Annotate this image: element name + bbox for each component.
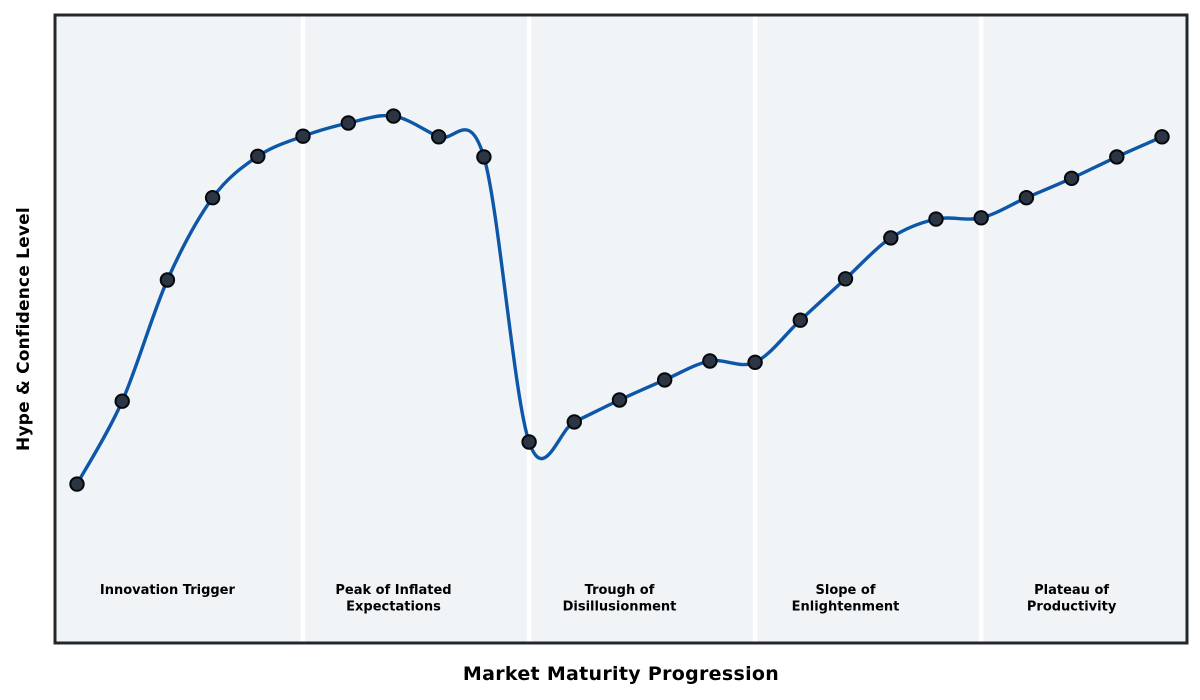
data-point-marker — [657, 372, 673, 388]
plot-background — [55, 15, 1187, 643]
phase-label-line: Plateau of — [1034, 583, 1109, 598]
data-point-marker — [702, 353, 718, 369]
data-point-marker — [883, 230, 899, 246]
phase-label-line: Productivity — [1027, 600, 1117, 615]
data-point-marker — [250, 148, 266, 165]
data-point-marker — [340, 115, 356, 131]
data-point-marker — [1063, 170, 1080, 187]
data-point-marker — [204, 190, 221, 206]
data-point-marker — [69, 476, 85, 492]
phase-separator — [979, 15, 984, 643]
phase-label: Trough of Disillusionment — [563, 583, 677, 615]
data-point-marker — [928, 211, 944, 227]
phase-label-line: Trough of — [585, 583, 655, 598]
phase-label: Innovation Trigger — [100, 583, 236, 598]
phase-label: Peak of Inflated Expectations — [335, 583, 451, 615]
data-point-marker — [747, 354, 763, 370]
data-point-marker — [114, 393, 130, 409]
data-point-marker — [566, 414, 582, 430]
data-point-marker — [159, 272, 176, 288]
phase-separator — [526, 15, 532, 643]
data-point-marker — [1154, 129, 1170, 145]
data-point-marker — [792, 312, 808, 328]
phase-separator — [300, 15, 306, 643]
phase-label: Slope of Enlightenment — [792, 583, 900, 615]
phase-label-line: Expectations — [346, 600, 441, 615]
phase-label-line: Innovation Trigger — [100, 583, 236, 598]
phase-label: Plateau of Productivity — [1027, 583, 1117, 615]
data-point-marker — [431, 129, 447, 145]
phase-label-line: Slope of — [816, 583, 876, 598]
plot-frame — [53, 13, 1189, 645]
phase-label-line: Enlightenment — [792, 600, 900, 615]
phase-label-line: Peak of Inflated — [335, 583, 451, 598]
data-point-marker — [611, 392, 628, 408]
y-axis-label: Hype & Confidence Level — [14, 207, 34, 451]
x-axis-label: Market Maturity Progression — [462, 663, 780, 685]
data-point-marker — [385, 108, 402, 124]
data-point-marker — [521, 434, 537, 450]
data-point-marker — [476, 149, 492, 165]
phase-label-line: Disillusionment — [563, 600, 677, 615]
phase-separator — [752, 15, 758, 643]
data-point-marker — [1018, 190, 1035, 206]
data-point-marker — [295, 128, 311, 144]
data-point-marker — [973, 210, 989, 226]
data-point-marker — [1109, 149, 1125, 165]
data-point-marker — [837, 271, 854, 287]
